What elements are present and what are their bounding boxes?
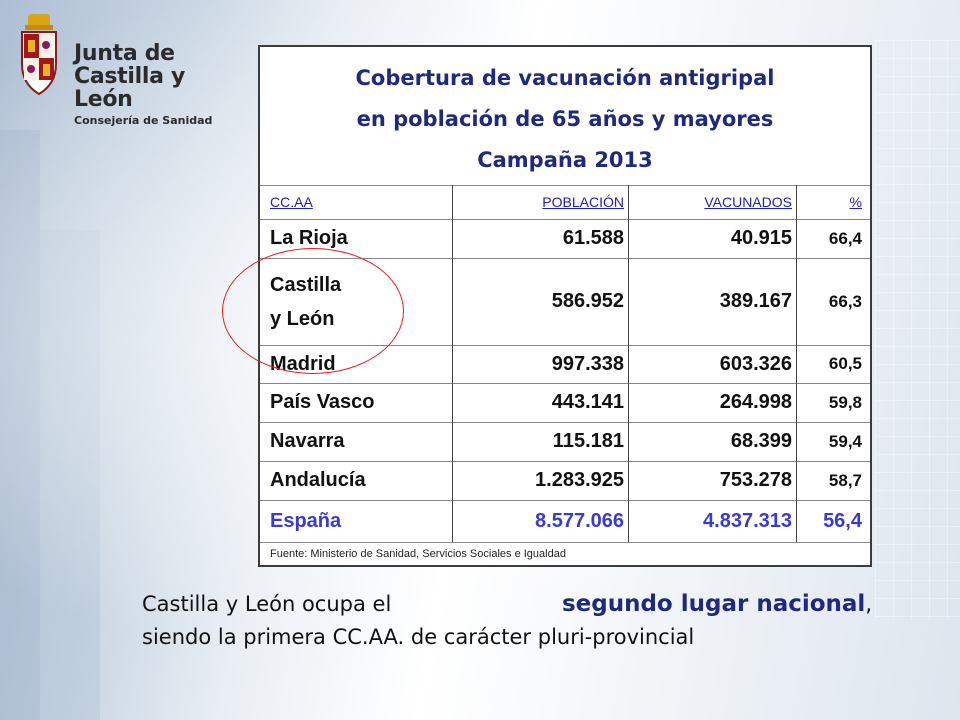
vaccinated-cell: 603.326 xyxy=(628,345,796,383)
table-header-row: CC.AA POBLACIÓN VACUNADOS % xyxy=(260,185,870,220)
region-cell: Andalucía xyxy=(270,469,366,491)
vaccinated-cell: 4.837.313 xyxy=(628,500,796,542)
vaccinated-cell: 40.915 xyxy=(628,219,796,258)
region-cell: España xyxy=(270,509,342,532)
table-source-row: Fuente: Ministerio de Sanidad, Servicios… xyxy=(260,542,870,565)
table-title-line: Cobertura de vacunación antigripal xyxy=(355,66,775,90)
caption-text: Castilla y León ocupa el xyxy=(142,592,392,616)
caption-comma: , xyxy=(865,592,872,616)
table-total-row: España 8.577.066 4.837.313 56,4 xyxy=(260,500,870,543)
vaccinated-cell: 264.998 xyxy=(628,383,796,422)
caption: Castilla y León ocupa el segundo lugar n… xyxy=(142,588,872,654)
population-cell: 8.577.066 xyxy=(452,500,628,542)
vaccinated-cell: 389.167 xyxy=(628,258,796,345)
column-header: CC.AA xyxy=(270,194,313,210)
coat-of-arms-icon xyxy=(21,14,57,96)
table-title-line: en población de 65 años y mayores xyxy=(356,107,774,131)
percent-cell: 56,4 xyxy=(796,500,870,542)
vaccinated-cell: 68.399 xyxy=(628,422,796,461)
logo-title: Castilla y León xyxy=(74,64,186,112)
logo-title: Junta de xyxy=(74,41,175,66)
caption-line: Castilla y León ocupa el segundo lugar n… xyxy=(142,588,872,621)
logo-text: Junta de Castilla y León Consejería de S… xyxy=(74,42,234,127)
population-cell: 443.141 xyxy=(452,383,628,422)
population-cell: 586.952 xyxy=(452,258,628,345)
column-header: % xyxy=(796,185,870,219)
table-row: País Vasco 443.141 264.998 59,8 xyxy=(260,383,870,423)
percent-cell: 66,4 xyxy=(796,219,870,258)
region-cell: La Rioja xyxy=(270,227,348,249)
caption-bold: segundo lugar nacional xyxy=(561,591,866,617)
percent-cell: 59,4 xyxy=(796,422,870,461)
population-cell: 61.588 xyxy=(452,219,628,258)
logo: Junta de Castilla y León Consejería de S… xyxy=(14,14,234,127)
table-row: Andalucía 1.283.925 753.278 58,7 xyxy=(260,461,870,501)
table-row: La Rioja 61.588 40.915 66,4 xyxy=(260,219,870,259)
source-note: Fuente: Ministerio de Sanidad, Servicios… xyxy=(270,547,566,560)
population-cell: 115.181 xyxy=(452,422,628,461)
population-cell: 997.338 xyxy=(452,345,628,383)
percent-cell: 58,7 xyxy=(796,461,870,500)
logo-subtitle: Consejería de Sanidad xyxy=(74,114,213,127)
vaccinated-cell: 753.278 xyxy=(628,461,796,500)
percent-cell: 60,5 xyxy=(796,345,870,383)
table-title-line: Campaña 2013 xyxy=(477,148,653,172)
highlight-circle xyxy=(222,248,404,374)
caption-emphasis: segundo lugar nacional, xyxy=(562,588,872,621)
region-cell: País Vasco xyxy=(270,391,375,413)
percent-cell: 66,3 xyxy=(796,258,870,345)
caption-line: siendo la primera CC.AA. de carácter plu… xyxy=(142,625,695,649)
column-header: POBLACIÓN xyxy=(452,185,628,219)
column-header: VACUNADOS xyxy=(628,185,796,219)
region-cell: Navarra xyxy=(270,430,345,452)
percent-cell: 59,8 xyxy=(796,383,870,422)
population-cell: 1.283.925 xyxy=(452,461,628,500)
table-row: Navarra 115.181 68.399 59,4 xyxy=(260,422,870,462)
table-title: Cobertura de vacunación antigripal en po… xyxy=(260,47,870,186)
